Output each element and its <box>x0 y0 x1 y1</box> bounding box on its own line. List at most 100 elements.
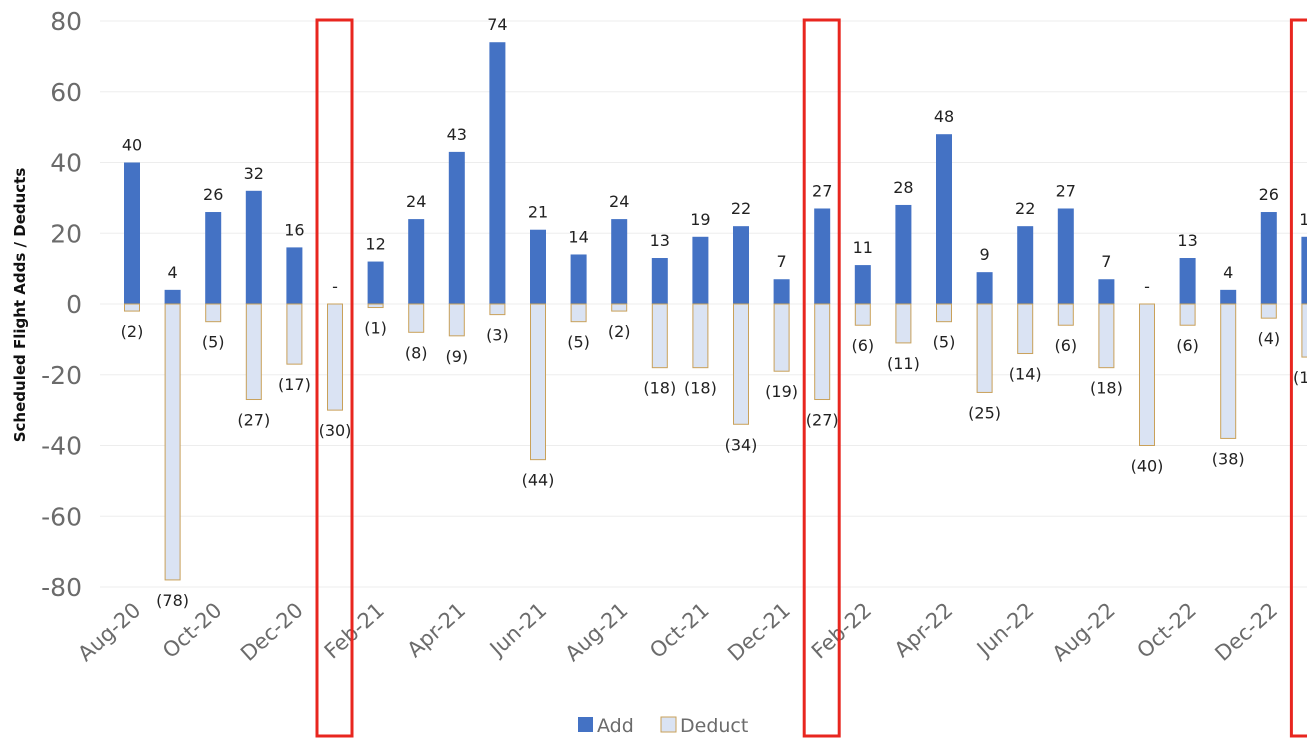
deduct-data-label: (5) <box>202 333 225 352</box>
add-bar <box>773 279 790 304</box>
deduct-bar <box>814 303 831 401</box>
add-data-label: 27 <box>1056 181 1076 200</box>
add-bar <box>1220 289 1237 304</box>
add-bar <box>895 204 912 304</box>
legend: Add Deduct <box>578 715 748 737</box>
deduct-bar <box>1139 303 1155 446</box>
deduct-bar <box>936 303 952 323</box>
x-tick-label: Aug-20 <box>73 598 145 666</box>
add-data-label: 13 <box>1177 231 1197 250</box>
deduct-bar <box>976 303 993 393</box>
y-tick-label: 20 <box>50 219 82 248</box>
deduct-bar <box>408 303 425 333</box>
add-data-label: 19 <box>690 210 710 229</box>
deduct-data-label: (6) <box>851 336 874 355</box>
x-tick-label: Jun-22 <box>971 598 1038 662</box>
deduct-bar <box>448 303 465 337</box>
add-data-label: 26 <box>1259 185 1279 204</box>
add-data-label: 7 <box>777 252 787 271</box>
add-data-label: 40 <box>122 136 142 155</box>
highlight-box <box>315 18 354 738</box>
deduct-data-label: (19) <box>765 382 798 401</box>
deduct-bar <box>611 303 628 312</box>
deduct-data-label: (27) <box>806 411 839 430</box>
bars <box>124 42 1307 581</box>
deduct-bar <box>530 303 546 461</box>
deduct-data-label: (6) <box>1054 336 1077 355</box>
add-bar <box>286 247 303 304</box>
deduct-data-label: (25) <box>968 403 1001 422</box>
add-data-label: 22 <box>1015 199 1035 218</box>
deduct-bar <box>1220 303 1237 439</box>
deduct-bar <box>1098 303 1115 369</box>
deduct-bar <box>1260 303 1277 319</box>
legend-add-label: Add <box>597 715 634 737</box>
deduct-data-label: (27) <box>237 411 270 430</box>
deduct-data-label: (18) <box>1090 379 1123 398</box>
add-bar <box>530 229 546 304</box>
add-data-label: 28 <box>893 178 913 197</box>
deduct-data-label: (9) <box>445 347 468 366</box>
x-tick-label: Feb-22 <box>807 598 876 664</box>
add-data-label: 43 <box>447 125 467 144</box>
add-bar <box>814 208 831 304</box>
deduct-bar <box>1179 303 1196 326</box>
deduct-bar <box>733 303 749 425</box>
add-bar <box>854 265 871 304</box>
deduct-data-label: (40) <box>1131 457 1164 476</box>
add-bar <box>205 212 222 304</box>
add-data-label: - <box>1144 277 1150 296</box>
add-bar <box>936 134 952 304</box>
deduct-data-label: (11) <box>887 354 920 373</box>
add-data-label: 26 <box>203 185 223 204</box>
add-data-label: 22 <box>731 199 751 218</box>
add-data-label: 4 <box>1223 263 1233 282</box>
add-bar <box>1017 226 1034 304</box>
deduct-data-label: (34) <box>725 435 758 454</box>
add-data-label: 48 <box>934 107 954 126</box>
highlight-boxes <box>315 18 1307 738</box>
add-data-label: 74 <box>487 15 507 34</box>
y-axis-title: Scheduled Flight Adds / Deducts <box>11 168 29 443</box>
legend-deduct-swatch <box>660 716 677 733</box>
add-bar <box>245 190 262 304</box>
deduct-data-label: (4) <box>1257 329 1280 348</box>
deduct-bar <box>489 303 506 316</box>
deduct-bar <box>1017 303 1034 355</box>
add-bar <box>1301 236 1307 304</box>
highlight-box <box>1289 18 1307 738</box>
deduct-bar <box>895 303 912 344</box>
y-tick-label: 40 <box>50 149 82 178</box>
add-data-label: 11 <box>853 238 873 257</box>
y-tick-label: -20 <box>41 361 82 390</box>
deduct-data-label: (2) <box>608 322 631 341</box>
add-data-label: - <box>332 277 338 296</box>
deduct-bar <box>367 303 384 309</box>
legend-add-swatch <box>578 717 593 732</box>
deduct-bar <box>1057 303 1074 326</box>
add-bar <box>1179 258 1196 304</box>
deduct-data-label: (6) <box>1176 336 1199 355</box>
deduct-bar <box>1301 303 1307 358</box>
deduct-data-label: (14) <box>1009 365 1042 384</box>
deduct-bar <box>651 303 668 369</box>
deduct-data-label: (30) <box>319 421 352 440</box>
add-data-label: 21 <box>528 203 548 222</box>
deduct-data-label: (38) <box>1212 449 1245 468</box>
add-data-label: 7 <box>1101 252 1111 271</box>
add-bar <box>1098 279 1115 304</box>
y-axis-ticks: 80 60 40 20 0 -20 -40 -60 -80 <box>41 7 82 602</box>
add-data-label: 32 <box>244 164 264 183</box>
deduct-data-label: (3) <box>486 326 509 345</box>
deduct-data-label: (5) <box>567 333 590 352</box>
x-tick-label: Aug-22 <box>1048 598 1120 666</box>
add-bar <box>692 236 709 304</box>
data-labels: 40 (2) 4 (78) 26 (5) 32 (27) 16 (17) - (30) 12 (1) 24 (… <box>121 15 1307 610</box>
x-tick-label: Oct-22 <box>1132 598 1201 663</box>
x-tick-label: Apr-22 <box>890 598 958 662</box>
deduct-bar <box>205 303 222 323</box>
y-tick-label: -40 <box>41 432 82 461</box>
add-bar <box>367 261 384 304</box>
x-tick-label: Dec-20 <box>236 598 308 666</box>
add-data-label: 12 <box>365 235 385 254</box>
